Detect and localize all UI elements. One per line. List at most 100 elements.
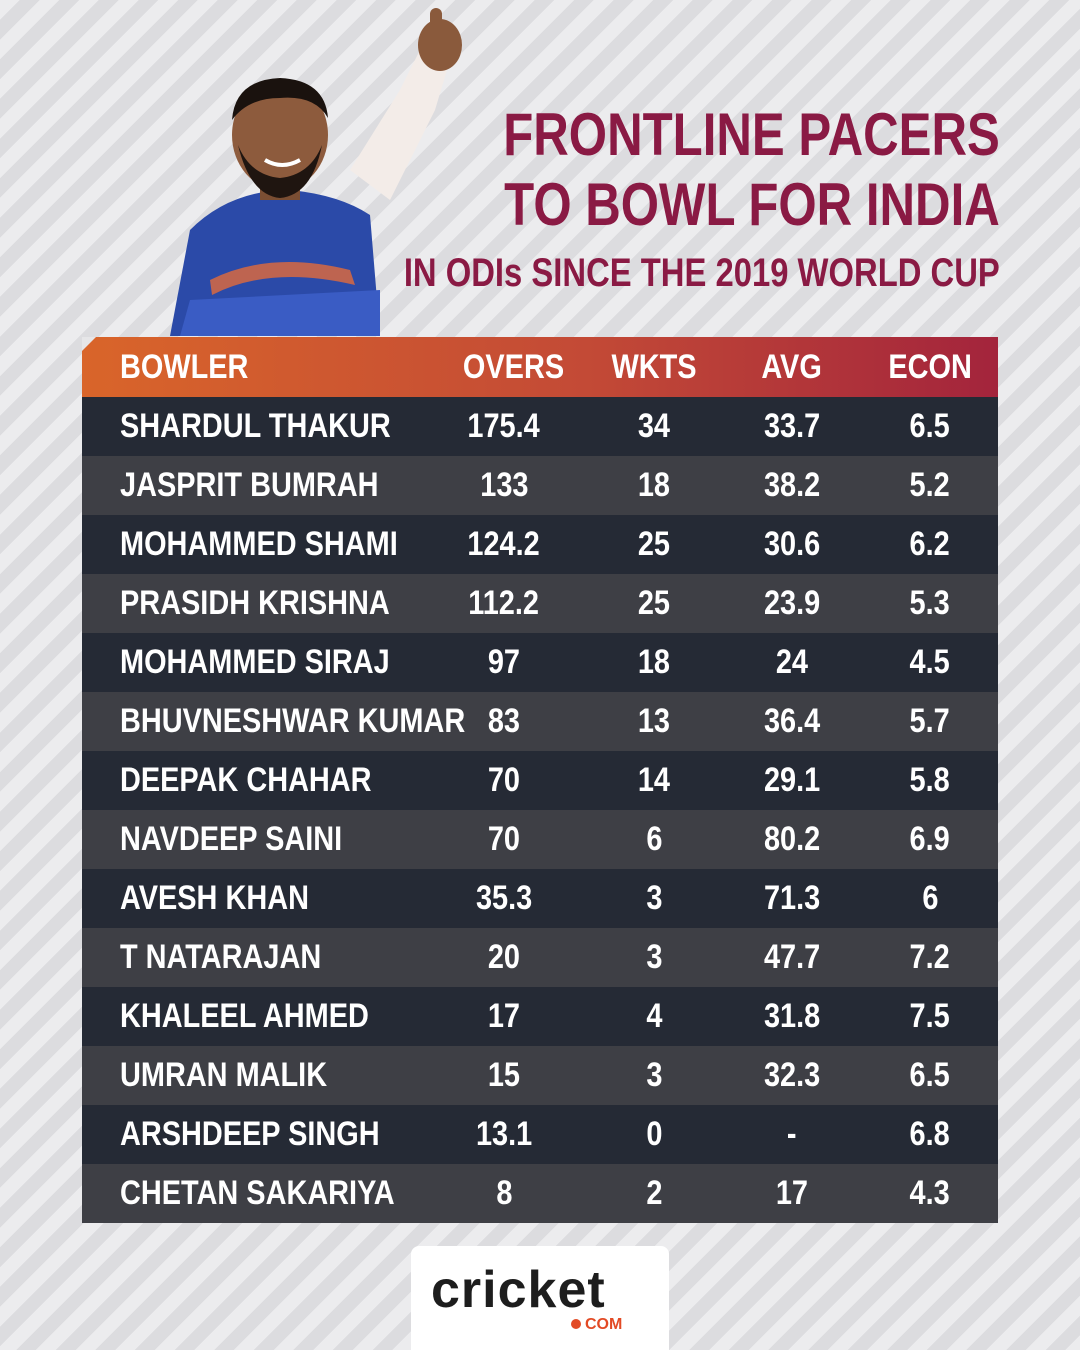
cell-bowler: NAVDEEP SAINI [120,820,343,858]
logo-suffix: COM [585,1316,623,1333]
table-row: AVESH KHAN 35.3 3 71.3 6 [82,869,998,928]
cell-wkts: 6 [645,820,663,858]
cell-avg: 32.3 [763,1056,821,1094]
cell-avg: - [787,1115,797,1153]
cell-wkts: 3 [645,1056,663,1094]
table-row: ARSHDEEP SINGH 13.1 0 - 6.8 [82,1105,998,1164]
cell-avg: 38.2 [763,466,821,504]
cell-bowler: CHETAN SAKARIYA [120,1174,395,1212]
cell-avg: 33.7 [763,407,821,445]
header-wkts: WKTS [611,347,697,386]
cell-bowler: JASPRIT BUMRAH [120,466,379,504]
table-row: UMRAN MALIK 15 3 32.3 6.5 [82,1046,998,1105]
cell-avg: 36.4 [763,702,821,740]
cell-avg: 23.9 [763,584,821,622]
cell-bowler: T NATARAJAN [120,938,322,976]
table-row: KHALEEL AHMED 17 4 31.8 7.5 [82,987,998,1046]
cell-econ: 5.2 [909,466,951,504]
cell-bowler: ARSHDEEP SINGH [120,1115,380,1153]
cell-overs: 8 [495,1174,513,1212]
logo-wordmark: cricket [431,1261,606,1319]
cell-avg: 80.2 [763,820,821,858]
header-overs: OVERS [462,347,565,386]
cell-bowler: AVESH KHAN [120,879,309,917]
title-line-2: TO BOWL FOR INDIA [504,171,1000,238]
table-row: T NATARAJAN 20 3 47.7 7.2 [82,928,998,987]
table-header: BOWLER OVERS WKTS AVG ECON [82,337,998,397]
headline: FRONTLINE PACERS TO BOWL FOR INDIA IN OD… [273,100,1000,298]
table-body: SHARDUL THAKUR 175.4 34 33.7 6.5 JASPRIT BUMR… [82,397,998,1223]
header-avg: AVG [761,347,823,386]
cell-overs: 13.1 [475,1115,533,1153]
cell-econ: 7.5 [909,997,951,1035]
cell-wkts: 3 [645,879,663,917]
cell-wkts: 25 [637,525,671,563]
table-row: SHARDUL THAKUR 175.4 34 33.7 6.5 [82,397,998,456]
table-row: NAVDEEP SAINI 70 6 80.2 6.9 [82,810,998,869]
cell-avg: 24 [775,643,809,681]
table-row: DEEPAK CHAHAR 70 14 29.1 5.8 [82,751,998,810]
cell-bowler: KHALEEL AHMED [120,997,369,1035]
cell-overs: 133 [479,466,529,504]
title-line-1: FRONTLINE PACERS [503,101,1000,168]
cell-overs: 17 [487,997,521,1035]
cell-bowler: UMRAN MALIK [120,1056,328,1094]
cell-overs: 15 [487,1056,521,1094]
cell-overs: 175.4 [467,407,541,445]
cell-wkts: 3 [645,938,663,976]
table-row: MOHAMMED SIRAJ 97 18 24 4.5 [82,633,998,692]
cell-wkts: 18 [637,466,671,504]
cell-wkts: 13 [637,702,671,740]
cell-overs: 124.2 [467,525,541,563]
cell-overs: 70 [487,761,521,799]
table-row: MOHAMMED SHAMI 124.2 25 30.6 6.2 [82,515,998,574]
stats-table: BOWLER OVERS WKTS AVG ECON SHARDUL THAKU… [82,337,998,1223]
cell-wkts: 34 [637,407,671,445]
cell-econ: 5.7 [909,702,951,740]
cell-econ: 6.8 [909,1115,951,1153]
cell-econ: 7.2 [909,938,951,976]
cell-bowler: PRASIDH KRISHNA [120,584,390,622]
cell-bowler: MOHAMMED SIRAJ [120,643,390,681]
cell-econ: 6.5 [909,407,951,445]
cell-wkts: 2 [645,1174,663,1212]
cell-overs: 112.2 [468,584,540,622]
table-row: CHETAN SAKARIYA 8 2 17 4.3 [82,1164,998,1223]
header-econ: ECON [888,347,972,386]
cell-avg: 71.3 [763,879,821,917]
player-photo [170,8,462,336]
cell-avg: 47.7 [763,938,821,976]
cell-avg: 31.8 [763,997,821,1035]
cell-econ: 4.3 [909,1174,951,1212]
cell-econ: 6 [921,879,939,917]
cell-econ: 6.2 [909,525,951,563]
cricket-com-logo: cricket COM [411,1246,669,1350]
cell-bowler: SHARDUL THAKUR [120,407,391,445]
cell-wkts: 14 [637,761,671,799]
cell-econ: 6.9 [909,820,951,858]
cell-econ: 6.5 [909,1056,951,1094]
cell-avg: 30.6 [763,525,821,563]
cell-bowler: DEEPAK CHAHAR [120,761,372,799]
table-row: BHUVNESHWAR KUMAR 83 13 36.4 5.7 [82,692,998,751]
cell-wkts: 25 [637,584,671,622]
subtitle: IN ODIs SINCE THE 2019 WORLD CUP [404,251,1000,295]
table-row: PRASIDH KRISHNA 112.2 25 23.9 5.3 [82,574,998,633]
cell-avg: 17 [775,1174,809,1212]
table-row: JASPRIT BUMRAH 133 18 38.2 5.2 [82,456,998,515]
cell-wkts: 0 [645,1115,663,1153]
cell-econ: 4.5 [909,643,951,681]
cell-econ: 5.8 [909,761,951,799]
cell-wkts: 18 [637,643,671,681]
logo-dot-icon [571,1319,581,1329]
cell-wkts: 4 [645,997,663,1035]
cell-overs: 97 [487,643,521,681]
cell-bowler: BHUVNESHWAR KUMAR [120,702,466,740]
cell-econ: 5.3 [909,584,951,622]
cell-overs: 70 [487,820,521,858]
cell-overs: 35.3 [475,879,533,917]
cell-overs: 83 [487,702,521,740]
cell-bowler: MOHAMMED SHAMI [120,525,398,563]
header-bowler: BOWLER [120,347,249,386]
cell-avg: 29.1 [763,761,821,799]
